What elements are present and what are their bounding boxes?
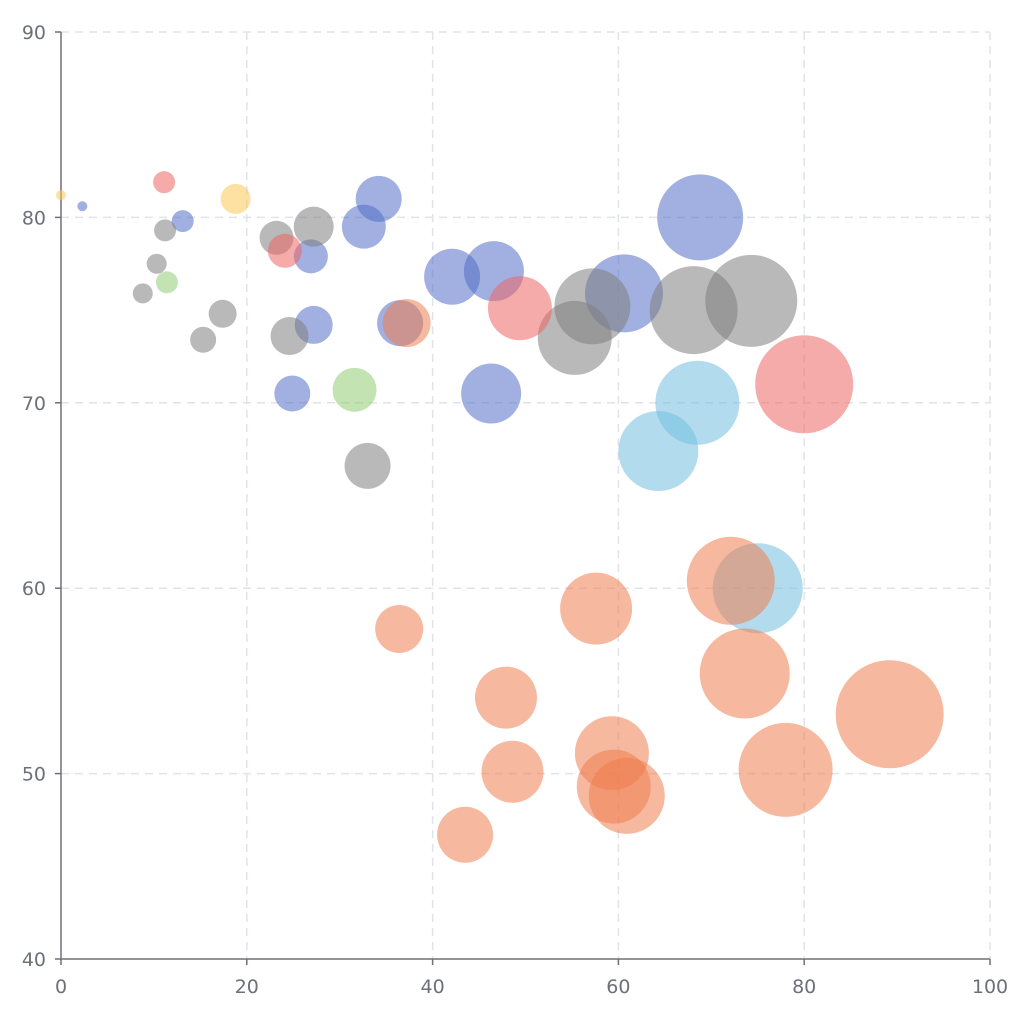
bubble-point[interactable] — [274, 375, 311, 412]
y-tick-label: 80 — [22, 207, 46, 229]
bubble-point[interactable] — [154, 219, 177, 242]
bubble-point[interactable] — [382, 299, 431, 348]
x-tick-label: 0 — [55, 976, 67, 998]
bubble-series — [132, 206, 798, 489]
bubble-series — [375, 299, 944, 863]
bubble-point[interactable] — [560, 572, 633, 645]
y-tick-label: 90 — [22, 22, 46, 44]
bubble-point[interactable] — [835, 660, 944, 769]
bubble-point[interactable] — [77, 201, 88, 212]
bubble-point[interactable] — [481, 740, 544, 803]
y-tick-label: 50 — [22, 764, 46, 786]
bubble-point[interactable] — [461, 363, 522, 424]
y-tick-label: 70 — [22, 393, 46, 415]
bubble-point[interactable] — [344, 442, 391, 489]
bubble-point[interactable] — [220, 183, 251, 214]
x-tick-label: 100 — [972, 976, 1008, 998]
bubble-point[interactable] — [474, 666, 537, 729]
bubble-point[interactable] — [755, 335, 854, 434]
bubble-point[interactable] — [437, 806, 494, 863]
bubble-series — [56, 183, 251, 214]
bubble-point[interactable] — [738, 722, 833, 817]
y-tick-label: 40 — [22, 949, 46, 971]
bubble-point[interactable] — [190, 326, 217, 353]
bubble-point[interactable] — [132, 283, 153, 304]
bubble-point[interactable] — [686, 536, 775, 625]
bubble-point[interactable] — [332, 367, 377, 412]
bubble-series — [153, 171, 854, 434]
bubble-point[interactable] — [267, 233, 302, 268]
bubble-point[interactable] — [293, 206, 334, 247]
y-tick-label: 60 — [22, 578, 46, 600]
bubble-point[interactable] — [355, 175, 402, 222]
bubble-layer — [56, 171, 944, 863]
bubble-point[interactable] — [146, 253, 167, 274]
x-tick-label: 40 — [421, 976, 445, 998]
bubble-point[interactable] — [705, 254, 798, 347]
bubble-point[interactable] — [588, 757, 665, 834]
bubble-point[interactable] — [270, 317, 309, 356]
bubble-point[interactable] — [153, 171, 176, 194]
bubble-point[interactable] — [699, 628, 790, 719]
bubble-series — [77, 174, 744, 424]
bubble-point[interactable] — [293, 239, 328, 274]
x-tick-label: 20 — [235, 976, 259, 998]
bubble-point[interactable] — [375, 604, 424, 653]
bubble-point[interactable] — [487, 276, 552, 341]
grid — [61, 31, 991, 959]
bubble-point[interactable] — [655, 360, 740, 445]
bubble-point[interactable] — [56, 190, 66, 201]
bubble-point[interactable] — [155, 271, 178, 294]
bubble-point[interactable] — [208, 299, 237, 328]
bubble-point[interactable] — [554, 268, 631, 345]
x-tick-label: 60 — [606, 976, 630, 998]
bubble-series — [155, 271, 377, 412]
bubble-point[interactable] — [657, 174, 744, 261]
bubble-point[interactable] — [171, 210, 194, 233]
axes: 0 20 40 60 80 100 40 50 60 70 80 90 — [22, 22, 1008, 998]
x-tick-label: 80 — [792, 976, 816, 998]
